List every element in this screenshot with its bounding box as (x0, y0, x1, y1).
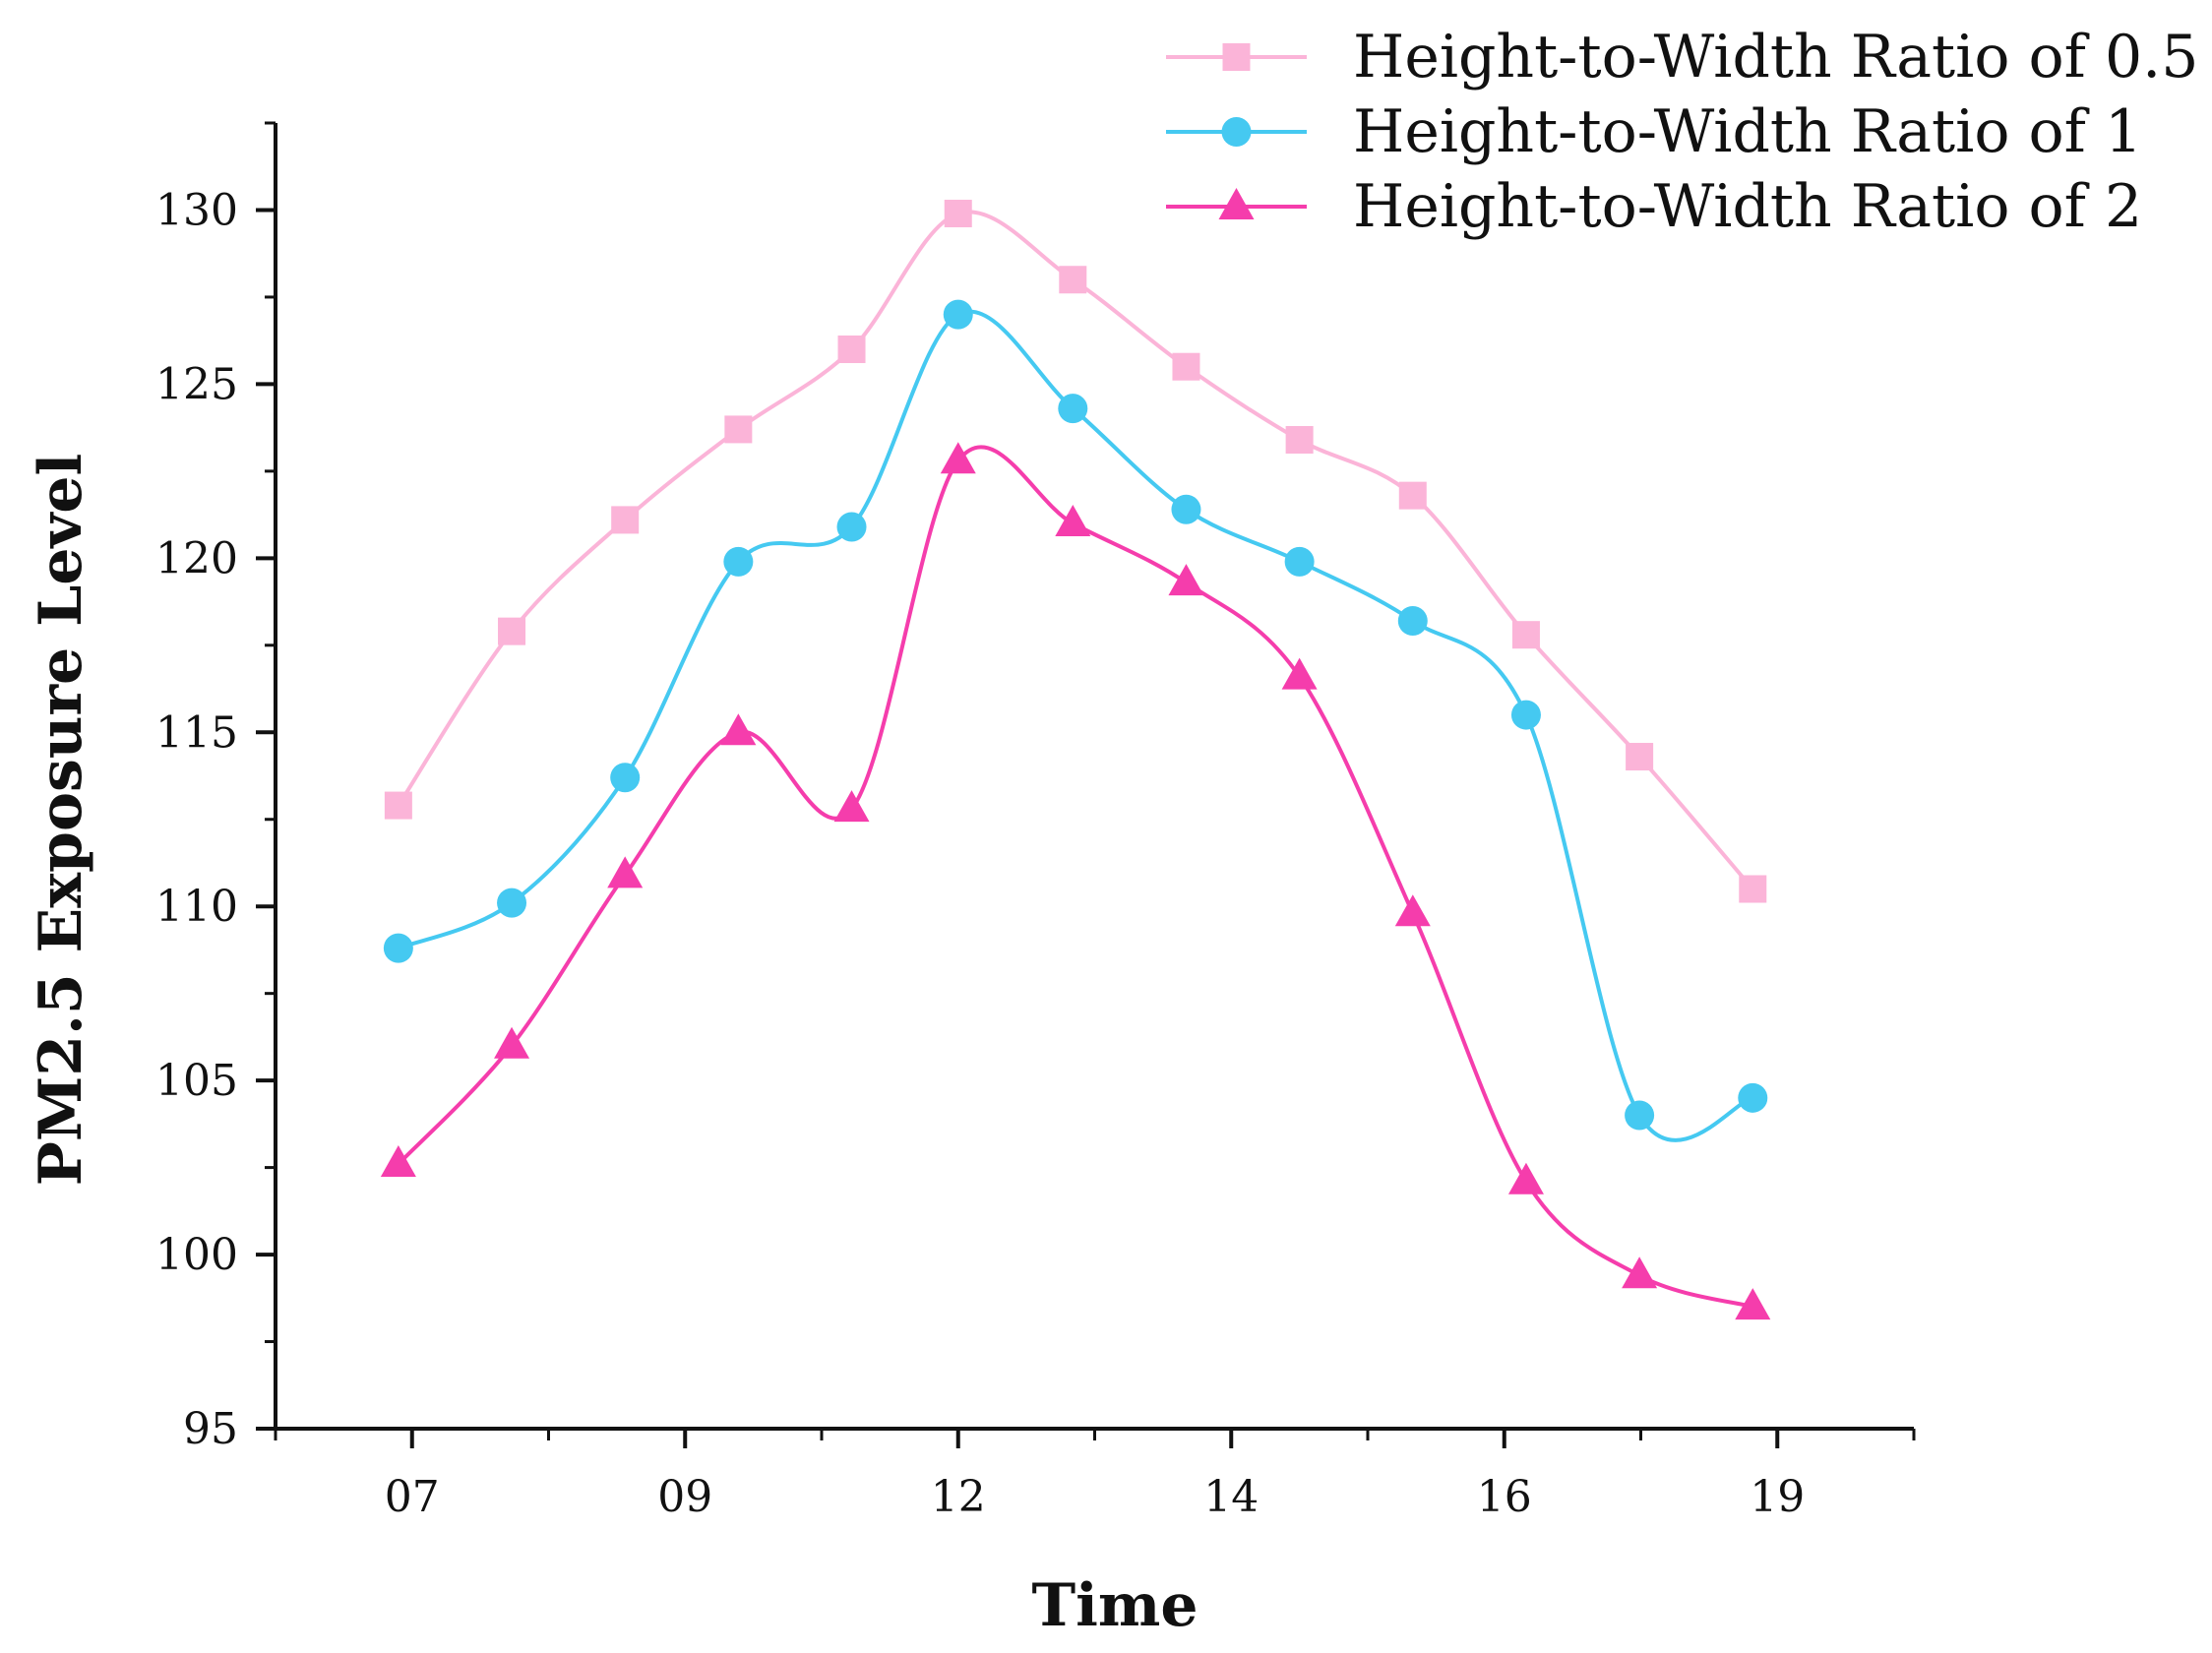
x-tick-label: 14 (1203, 1472, 1259, 1522)
data-point (1171, 494, 1201, 524)
data-point (383, 933, 413, 963)
data-point (1735, 1288, 1771, 1320)
y-tick-label: 125 (155, 359, 238, 409)
x-tick-label: 12 (931, 1472, 986, 1522)
data-point (836, 512, 867, 542)
data-point (1055, 504, 1091, 536)
legend-label: Height-to-Width Ratio of 1 (1353, 97, 2142, 166)
legend-item-2: Height-to-Width Ratio of 1 (1166, 97, 2142, 166)
data-point (943, 299, 973, 330)
data-point (611, 506, 640, 534)
legend-label: Height-to-Width Ratio of 2 (1353, 172, 2142, 241)
data-point (723, 546, 754, 577)
data-point (1168, 564, 1204, 596)
data-point (1738, 1082, 1768, 1113)
y-tick-label: 110 (155, 882, 238, 932)
data-point (1172, 352, 1200, 381)
x-axis-title: Time (1031, 1571, 1198, 1640)
x-tick-label: 09 (657, 1472, 712, 1522)
data-point (1626, 743, 1654, 771)
data-point (380, 1145, 416, 1178)
data-point (1394, 894, 1431, 927)
x-tick-label: 07 (385, 1472, 440, 1522)
legend-marker (1222, 43, 1251, 71)
series-2 (383, 299, 1768, 1142)
data-point (1739, 875, 1767, 903)
data-point (1510, 700, 1541, 730)
legend-item-3: Height-to-Width Ratio of 2 (1166, 172, 2142, 241)
data-point (607, 856, 644, 888)
y-tick-label: 105 (155, 1056, 238, 1106)
series-line (398, 309, 1753, 1142)
data-point (833, 790, 870, 823)
data-point (498, 617, 526, 645)
data-point (384, 791, 412, 820)
series-1 (384, 200, 1767, 903)
legend-label: Height-to-Width Ratio of 0.5 (1353, 23, 2198, 92)
data-point (494, 1026, 530, 1059)
y-axis-title: PM2.5 Exposure Level (27, 454, 95, 1187)
y-tick-label: 95 (183, 1404, 238, 1454)
data-point (1058, 394, 1088, 424)
series-line (397, 445, 1753, 1310)
legend-marker (1218, 188, 1255, 219)
data-point (1398, 481, 1427, 510)
data-point (837, 336, 866, 364)
data-point (1511, 621, 1540, 649)
series-3 (380, 442, 1771, 1320)
data-point (940, 442, 976, 474)
y-tick-label: 130 (155, 185, 238, 235)
y-tick-label: 120 (155, 533, 238, 583)
axes: 95 100 105 110 115 120 125 130 07 09 12 14 16 19 (155, 121, 1916, 1522)
data-point (497, 888, 527, 918)
data-point (1397, 606, 1428, 637)
data-point (1284, 546, 1315, 577)
x-tick-label: 19 (1750, 1472, 1805, 1522)
legend-item-1: Height-to-Width Ratio of 0.5 (1166, 23, 2198, 92)
data-point (944, 200, 972, 228)
data-point (1625, 1100, 1655, 1131)
series-layer (380, 200, 1771, 1320)
data-point (1059, 266, 1087, 294)
data-point (1507, 1162, 1544, 1194)
data-point (610, 763, 641, 793)
data-point (1281, 657, 1318, 690)
data-point (720, 713, 757, 746)
legend-marker (1221, 117, 1252, 147)
data-point (1285, 426, 1314, 455)
y-tick-label: 100 (155, 1230, 238, 1280)
y-tick-label: 115 (155, 707, 238, 758)
x-tick-label: 16 (1477, 1472, 1532, 1522)
data-point (724, 415, 753, 444)
data-point (1622, 1256, 1658, 1289)
legend: Height-to-Width Ratio of 0.5Height-to-Wi… (1166, 23, 2198, 241)
